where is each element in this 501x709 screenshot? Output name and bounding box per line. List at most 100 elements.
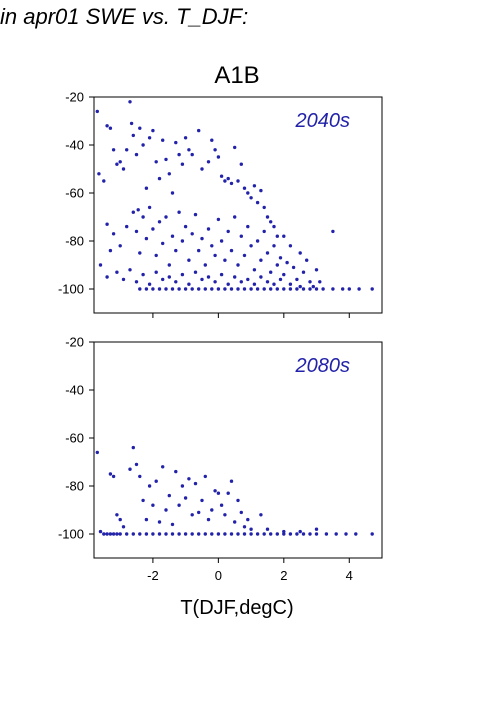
data-point: [187, 148, 191, 152]
data-point: [174, 248, 178, 253]
data-point: [141, 498, 145, 503]
data-point: [233, 275, 237, 279]
data-point: [255, 532, 260, 536]
data-point: [246, 191, 250, 195]
data-point: [170, 234, 175, 238]
data-point: [177, 503, 181, 507]
data-point: [108, 472, 113, 476]
data-point: [269, 532, 273, 536]
data-point: [321, 287, 325, 291]
data-point: [288, 244, 293, 248]
data-point: [242, 253, 247, 258]
data-point: [229, 287, 234, 291]
data-point: [170, 191, 175, 195]
data-point: [138, 126, 142, 130]
data-point: [115, 513, 119, 517]
data-point: [223, 532, 227, 536]
plot-frame: [93, 341, 383, 559]
data-point: [197, 248, 201, 253]
data-point: [223, 258, 227, 262]
data-point: [370, 287, 374, 291]
data-point: [144, 236, 149, 241]
data-point: [180, 272, 185, 277]
data-point: [242, 287, 247, 291]
y-tick-label: -100: [58, 527, 84, 542]
y-tick-label: -100: [58, 282, 84, 297]
data-point: [161, 138, 165, 142]
data-point: [105, 532, 109, 536]
data-point: [108, 532, 113, 536]
data-point: [157, 520, 162, 524]
data-point: [308, 280, 312, 284]
data-point: [170, 287, 175, 291]
data-point: [298, 251, 302, 255]
data-point: [131, 133, 135, 138]
data-point: [177, 287, 181, 291]
data-point: [95, 109, 100, 114]
data-point: [229, 532, 234, 536]
data-point: [210, 244, 214, 248]
data-point: [259, 258, 263, 262]
data-point: [278, 256, 283, 260]
data-point: [164, 532, 168, 536]
data-point: [295, 532, 299, 536]
data-point: [223, 287, 227, 291]
data-point: [203, 474, 207, 479]
panel-label: 2040s: [295, 110, 351, 132]
data-point: [210, 287, 214, 291]
data-point: [118, 517, 122, 522]
data-point: [305, 258, 309, 262]
data-point: [200, 277, 204, 282]
y-tick-label: -20: [65, 90, 84, 105]
data-point: [226, 229, 230, 234]
data-point: [131, 532, 135, 536]
data-point: [239, 234, 243, 238]
data-point: [187, 258, 191, 262]
data-point: [318, 280, 322, 284]
data-point: [246, 517, 250, 522]
data-point: [141, 215, 145, 219]
data-point: [213, 280, 217, 284]
data-point: [147, 282, 152, 286]
data-point: [144, 186, 149, 190]
data-point: [154, 270, 158, 274]
data-point: [105, 222, 109, 226]
data-point: [210, 508, 214, 512]
x-tick-label: -2: [147, 568, 159, 583]
data-point: [183, 496, 188, 500]
data-point: [236, 532, 240, 536]
data-point: [259, 275, 263, 279]
data-point: [252, 282, 257, 286]
data-point: [118, 244, 122, 248]
data-point: [229, 479, 234, 483]
data-point: [200, 498, 204, 503]
data-point: [174, 469, 178, 474]
data-point: [242, 186, 247, 190]
data-point: [308, 287, 312, 291]
data-point: [115, 270, 119, 274]
data-point: [183, 136, 188, 140]
data-point: [125, 148, 129, 152]
data-point: [259, 188, 263, 193]
data-point: [190, 532, 194, 536]
data-point: [242, 532, 247, 536]
data-point: [223, 179, 227, 183]
data-point: [347, 287, 351, 291]
data-point: [295, 287, 299, 291]
y-tick-label: -80: [65, 234, 84, 249]
data-point: [157, 176, 162, 181]
data-point: [311, 284, 315, 289]
data-point: [203, 287, 207, 291]
data-point: [272, 224, 276, 229]
data-point: [370, 532, 374, 536]
data-point: [262, 229, 266, 234]
data-point: [255, 287, 260, 291]
data-point: [180, 239, 185, 243]
data-point: [255, 200, 260, 205]
chart-title: A1B: [214, 62, 259, 89]
data-point: [121, 167, 126, 171]
data-point: [219, 174, 224, 178]
data-point: [269, 287, 273, 291]
data-point: [197, 287, 201, 291]
data-point: [177, 210, 181, 214]
